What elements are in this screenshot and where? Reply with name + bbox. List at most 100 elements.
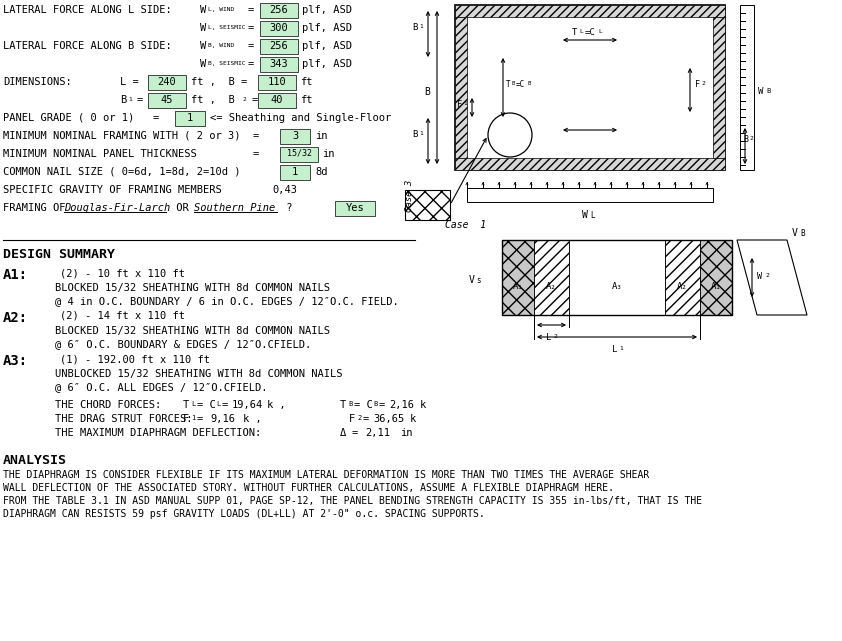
Text: L: L [579, 29, 583, 34]
Text: 2: 2 [553, 334, 557, 339]
Text: ft ,  B: ft , B [191, 95, 235, 105]
Text: L: L [191, 401, 195, 408]
Text: 9,16: 9,16 [210, 414, 235, 424]
Bar [700, 240, 732, 315]
Text: T: T [183, 400, 189, 410]
Text: k: k [410, 414, 416, 424]
Text: B: B [412, 23, 418, 32]
Text: B: B [373, 401, 377, 408]
Text: B: B [412, 130, 418, 139]
Text: =: = [248, 41, 254, 51]
Text: A₂: A₂ [677, 282, 687, 291]
Text: V: V [792, 228, 798, 238]
Bar [280, 147, 318, 162]
Text: A₁: A₁ [711, 282, 722, 291]
Text: in: in [400, 428, 413, 438]
Text: =: = [137, 95, 143, 105]
Text: SPECIFIC GRAVITY OF FRAMING MEMBERS: SPECIFIC GRAVITY OF FRAMING MEMBERS [3, 185, 221, 195]
Text: ft ,  B =: ft , B = [191, 77, 248, 87]
Text: F: F [183, 414, 189, 424]
Text: B: B [800, 229, 805, 238]
Text: THE CHORD FORCES:: THE CHORD FORCES: [55, 400, 162, 410]
Text: W: W [200, 5, 206, 15]
Text: plf, ASD: plf, ASD [302, 23, 352, 33]
Text: 45: 45 [161, 95, 173, 105]
Text: 300: 300 [269, 23, 288, 33]
Text: =C: =C [585, 28, 596, 37]
Text: 2: 2 [749, 136, 753, 141]
Text: F: F [349, 414, 355, 424]
Text: k: k [420, 400, 426, 410]
Text: 1: 1 [292, 167, 298, 177]
Text: =: = [352, 428, 358, 438]
Text: L, WIND: L, WIND [208, 7, 234, 12]
Text: 15/32: 15/32 [286, 149, 312, 158]
Text: A₁: A₁ [513, 282, 524, 291]
Bar [260, 57, 298, 72]
Text: 110: 110 [268, 77, 286, 87]
Text: Δ: Δ [340, 428, 346, 438]
Text: s: s [476, 276, 481, 285]
Text: plf, ASD: plf, ASD [302, 5, 352, 15]
Bar [455, 5, 725, 17]
Bar [260, 3, 298, 18]
Text: Yes: Yes [345, 203, 365, 213]
Text: 0,43: 0,43 [272, 185, 297, 195]
Text: =: = [248, 23, 254, 33]
Bar [665, 240, 700, 315]
Text: A1:: A1: [3, 268, 28, 282]
Text: DIAPHRAGM CAN RESISTS 59 psf GRAVITY LOADS (DL+LL) AT 2'-0" o.c. SPACING SUPPORT: DIAPHRAGM CAN RESISTS 59 psf GRAVITY LOA… [3, 509, 485, 519]
Text: L =: L = [120, 77, 139, 87]
Text: =: = [197, 414, 203, 424]
Bar [280, 165, 310, 180]
Text: T: T [572, 28, 578, 37]
Text: MINIMUM NOMINAL FRAMING WITH ( 2 or 3)  =: MINIMUM NOMINAL FRAMING WITH ( 2 or 3) = [3, 131, 259, 141]
Text: 2: 2 [357, 415, 361, 422]
Bar [502, 240, 732, 315]
Text: Douglas-Fir-Larch: Douglas-Fir-Larch [64, 203, 170, 213]
Text: @ 4 in O.C. BOUNDARY / 6 in O.C. EDGES / 12″O.C. FIELD.: @ 4 in O.C. BOUNDARY / 6 in O.C. EDGES /… [55, 296, 399, 306]
Text: ANALYSIS: ANALYSIS [3, 454, 67, 467]
Text: 1: 1 [187, 113, 193, 123]
Text: 2: 2 [701, 81, 705, 86]
Bar [713, 17, 725, 158]
Text: W: W [582, 210, 588, 220]
Text: 240: 240 [157, 77, 176, 87]
Text: T: T [340, 400, 346, 410]
Bar [148, 93, 186, 108]
Text: B: B [743, 135, 748, 144]
Bar [260, 39, 298, 54]
Text: Case 3: Case 3 [406, 180, 414, 212]
Text: 256: 256 [269, 41, 288, 51]
Text: W: W [200, 41, 206, 51]
Text: 36,65: 36,65 [373, 414, 404, 424]
Text: W: W [757, 272, 762, 281]
Text: 1: 1 [463, 101, 466, 106]
Text: L, SEISMIC: L, SEISMIC [208, 25, 246, 30]
Text: L: L [216, 401, 221, 408]
Text: B: B [348, 401, 352, 408]
Text: WALL DEFLECTION OF THE ASSOCIATED STORY. WITHOUT FURTHER CALCULATIONS, ASSUME A : WALL DEFLECTION OF THE ASSOCIATED STORY.… [3, 483, 614, 493]
Bar [280, 129, 310, 144]
Text: @ 6″ O.C. ALL EDGES / 12″O.CFIELD.: @ 6″ O.C. ALL EDGES / 12″O.CFIELD. [55, 382, 268, 392]
Text: = C: = C [197, 400, 216, 410]
Text: B: B [766, 88, 770, 94]
Text: in: in [322, 149, 334, 159]
Text: A₂: A₂ [546, 282, 557, 291]
Text: Case  1: Case 1 [445, 220, 486, 230]
Text: = C: = C [354, 400, 373, 410]
Text: 1: 1 [619, 346, 623, 351]
Text: THE DRAG STRUT FORCES:: THE DRAG STRUT FORCES: [55, 414, 193, 424]
Text: L: L [612, 345, 617, 354]
Text: A3:: A3: [3, 354, 28, 368]
Text: ft: ft [300, 77, 312, 87]
Text: A2:: A2: [3, 311, 28, 325]
Text: B, SEISMIC: B, SEISMIC [208, 61, 246, 66]
Text: 1: 1 [419, 131, 423, 136]
Text: 1: 1 [128, 97, 131, 102]
Text: W: W [200, 59, 206, 69]
Bar [258, 75, 296, 90]
Text: @ 6″ O.C. BOUNDARY & EDGES / 12″O.CFIELD.: @ 6″ O.C. BOUNDARY & EDGES / 12″O.CFIELD… [55, 339, 312, 349]
Text: =: = [252, 95, 258, 105]
Text: PANEL GRADE ( 0 or 1)   =: PANEL GRADE ( 0 or 1) = [3, 113, 159, 123]
